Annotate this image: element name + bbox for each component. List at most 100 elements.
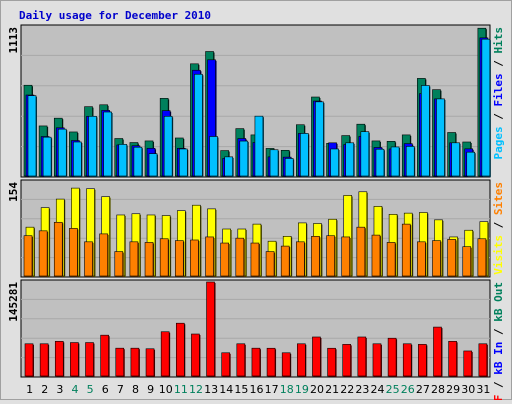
bar-pages-day-14	[224, 156, 233, 177]
bar-kbf-day-22	[342, 344, 352, 377]
bar-pages-day-16	[254, 115, 264, 177]
bar-pages-day-29	[451, 142, 460, 177]
bar-pages-day-15	[239, 140, 249, 177]
bar-pages-day-3	[57, 128, 67, 177]
bar-pages-day-1	[27, 95, 37, 177]
bar-pages-day-31	[481, 38, 491, 177]
bar-pages-day-9	[148, 153, 158, 177]
bar-sites-day-2	[38, 230, 48, 277]
x-tick-label-day-26: 26	[401, 383, 415, 396]
bar-pages-day-24	[375, 148, 385, 177]
bar-pages-day-18	[284, 158, 294, 177]
legend-separator: /	[492, 107, 505, 127]
legend-separator: /	[492, 375, 505, 395]
bar-pages-day-27	[421, 85, 430, 177]
bar-sites-day-17	[265, 251, 275, 277]
bar-sites-day-29	[447, 239, 456, 277]
bar-pages-day-8	[133, 146, 143, 177]
bar-kbf-day-9	[145, 348, 155, 377]
x-tick-label-day-5: 5	[87, 383, 94, 396]
bar-kbf-day-27	[418, 344, 427, 377]
legend-entry-files: Files	[492, 73, 505, 106]
x-tick-label-day-31: 31	[476, 383, 490, 396]
bar-sites-day-19	[296, 241, 305, 277]
bar-pages-day-5	[88, 115, 97, 177]
bar-pages-day-23	[360, 131, 370, 177]
bar-kbf-day-7	[115, 347, 125, 377]
x-tick-label-day-17: 17	[265, 383, 279, 396]
bar-sites-day-31	[477, 238, 487, 277]
bar-pages-day-26	[405, 146, 415, 177]
bar-sites-day-18	[280, 245, 290, 277]
x-tick-label-day-20: 20	[310, 383, 324, 396]
bar-kbf-day-18	[281, 352, 291, 377]
x-tick-label-day-8: 8	[132, 383, 139, 396]
panel-top-legend: Pages / Files / Hits	[492, 27, 505, 160]
bar-pages-day-10	[163, 115, 173, 177]
bar-kbf-day-30	[463, 350, 473, 377]
bar-sites-day-14	[220, 242, 229, 277]
bar-pages-day-2	[42, 136, 52, 177]
legend-entry-pages: Pages	[492, 126, 505, 159]
bar-pages-day-7	[118, 144, 128, 177]
bar-sites-day-26	[401, 223, 411, 277]
panel-bottom-max-label: 145281	[7, 282, 20, 322]
bar-sites-day-7	[114, 251, 124, 277]
bar-sites-day-1	[23, 235, 33, 277]
bar-pages-day-4	[73, 141, 82, 177]
bar-pages-day-19	[300, 133, 309, 177]
x-tick-label-day-12: 12	[189, 383, 203, 396]
bar-kbf-day-15	[236, 343, 246, 377]
bar-kbf-day-1	[24, 343, 34, 377]
bar-pages-day-21	[330, 148, 339, 177]
bar-sites-day-15	[235, 237, 245, 277]
bar-kbf-day-10	[160, 331, 170, 377]
x-tick-label-day-7: 7	[117, 383, 124, 396]
panel-top-max-label: 1113	[7, 27, 20, 54]
bar-pages-day-28	[436, 98, 445, 177]
legend-separator: /	[492, 322, 505, 342]
legend-entry-kb-out: kB Out	[492, 282, 505, 322]
panel-middle-max-label: 154	[7, 182, 20, 202]
bar-sites-day-11	[174, 240, 184, 277]
bar-kbf-day-25	[387, 337, 397, 377]
x-tick-label-day-9: 9	[147, 383, 154, 396]
x-tick-label-day-11: 11	[174, 383, 188, 396]
bar-sites-day-27	[417, 241, 426, 277]
bar-kbf-day-24	[372, 343, 382, 377]
x-tick-label-day-25: 25	[386, 383, 400, 396]
x-tick-label-day-27: 27	[416, 383, 430, 396]
bar-kbf-day-28	[433, 326, 442, 377]
bar-sites-day-28	[432, 240, 441, 277]
bar-sites-day-23	[356, 226, 366, 277]
bar-kbf-day-26	[402, 343, 412, 377]
bar-pages-day-6	[103, 111, 112, 177]
bar-sites-day-22	[341, 236, 351, 277]
x-tick-label-day-22: 22	[340, 383, 354, 396]
x-tick-label-day-18: 18	[280, 383, 294, 396]
x-tick-label-day-16: 16	[250, 383, 264, 396]
x-tick-label-day-1: 1	[26, 383, 33, 396]
x-tick-label-day-24: 24	[371, 383, 385, 396]
bar-sites-day-21	[326, 235, 335, 277]
bar-pages-day-17	[269, 149, 279, 177]
x-tick-label-day-15: 15	[234, 383, 248, 396]
bar-kbf-day-20	[312, 336, 321, 377]
bar-kbf-day-11	[175, 322, 185, 377]
x-tick-label-day-6: 6	[102, 383, 109, 396]
x-tick-label-day-30: 30	[461, 383, 475, 396]
x-tick-label-day-23: 23	[355, 383, 369, 396]
bar-sites-day-5	[84, 241, 93, 277]
bar-kbf-day-3	[54, 341, 64, 377]
bar-pages-day-20	[315, 101, 324, 177]
bar-kbf-day-12	[191, 333, 200, 377]
bar-sites-day-4	[69, 228, 78, 277]
bar-kbf-day-17	[266, 347, 276, 377]
bar-sites-day-20	[311, 236, 320, 277]
legend-entry-sites: Sites	[492, 182, 505, 215]
x-tick-label-day-4: 4	[71, 383, 78, 396]
legend-entry-hits: Hits	[492, 27, 505, 54]
x-tick-label-day-21: 21	[325, 383, 339, 396]
